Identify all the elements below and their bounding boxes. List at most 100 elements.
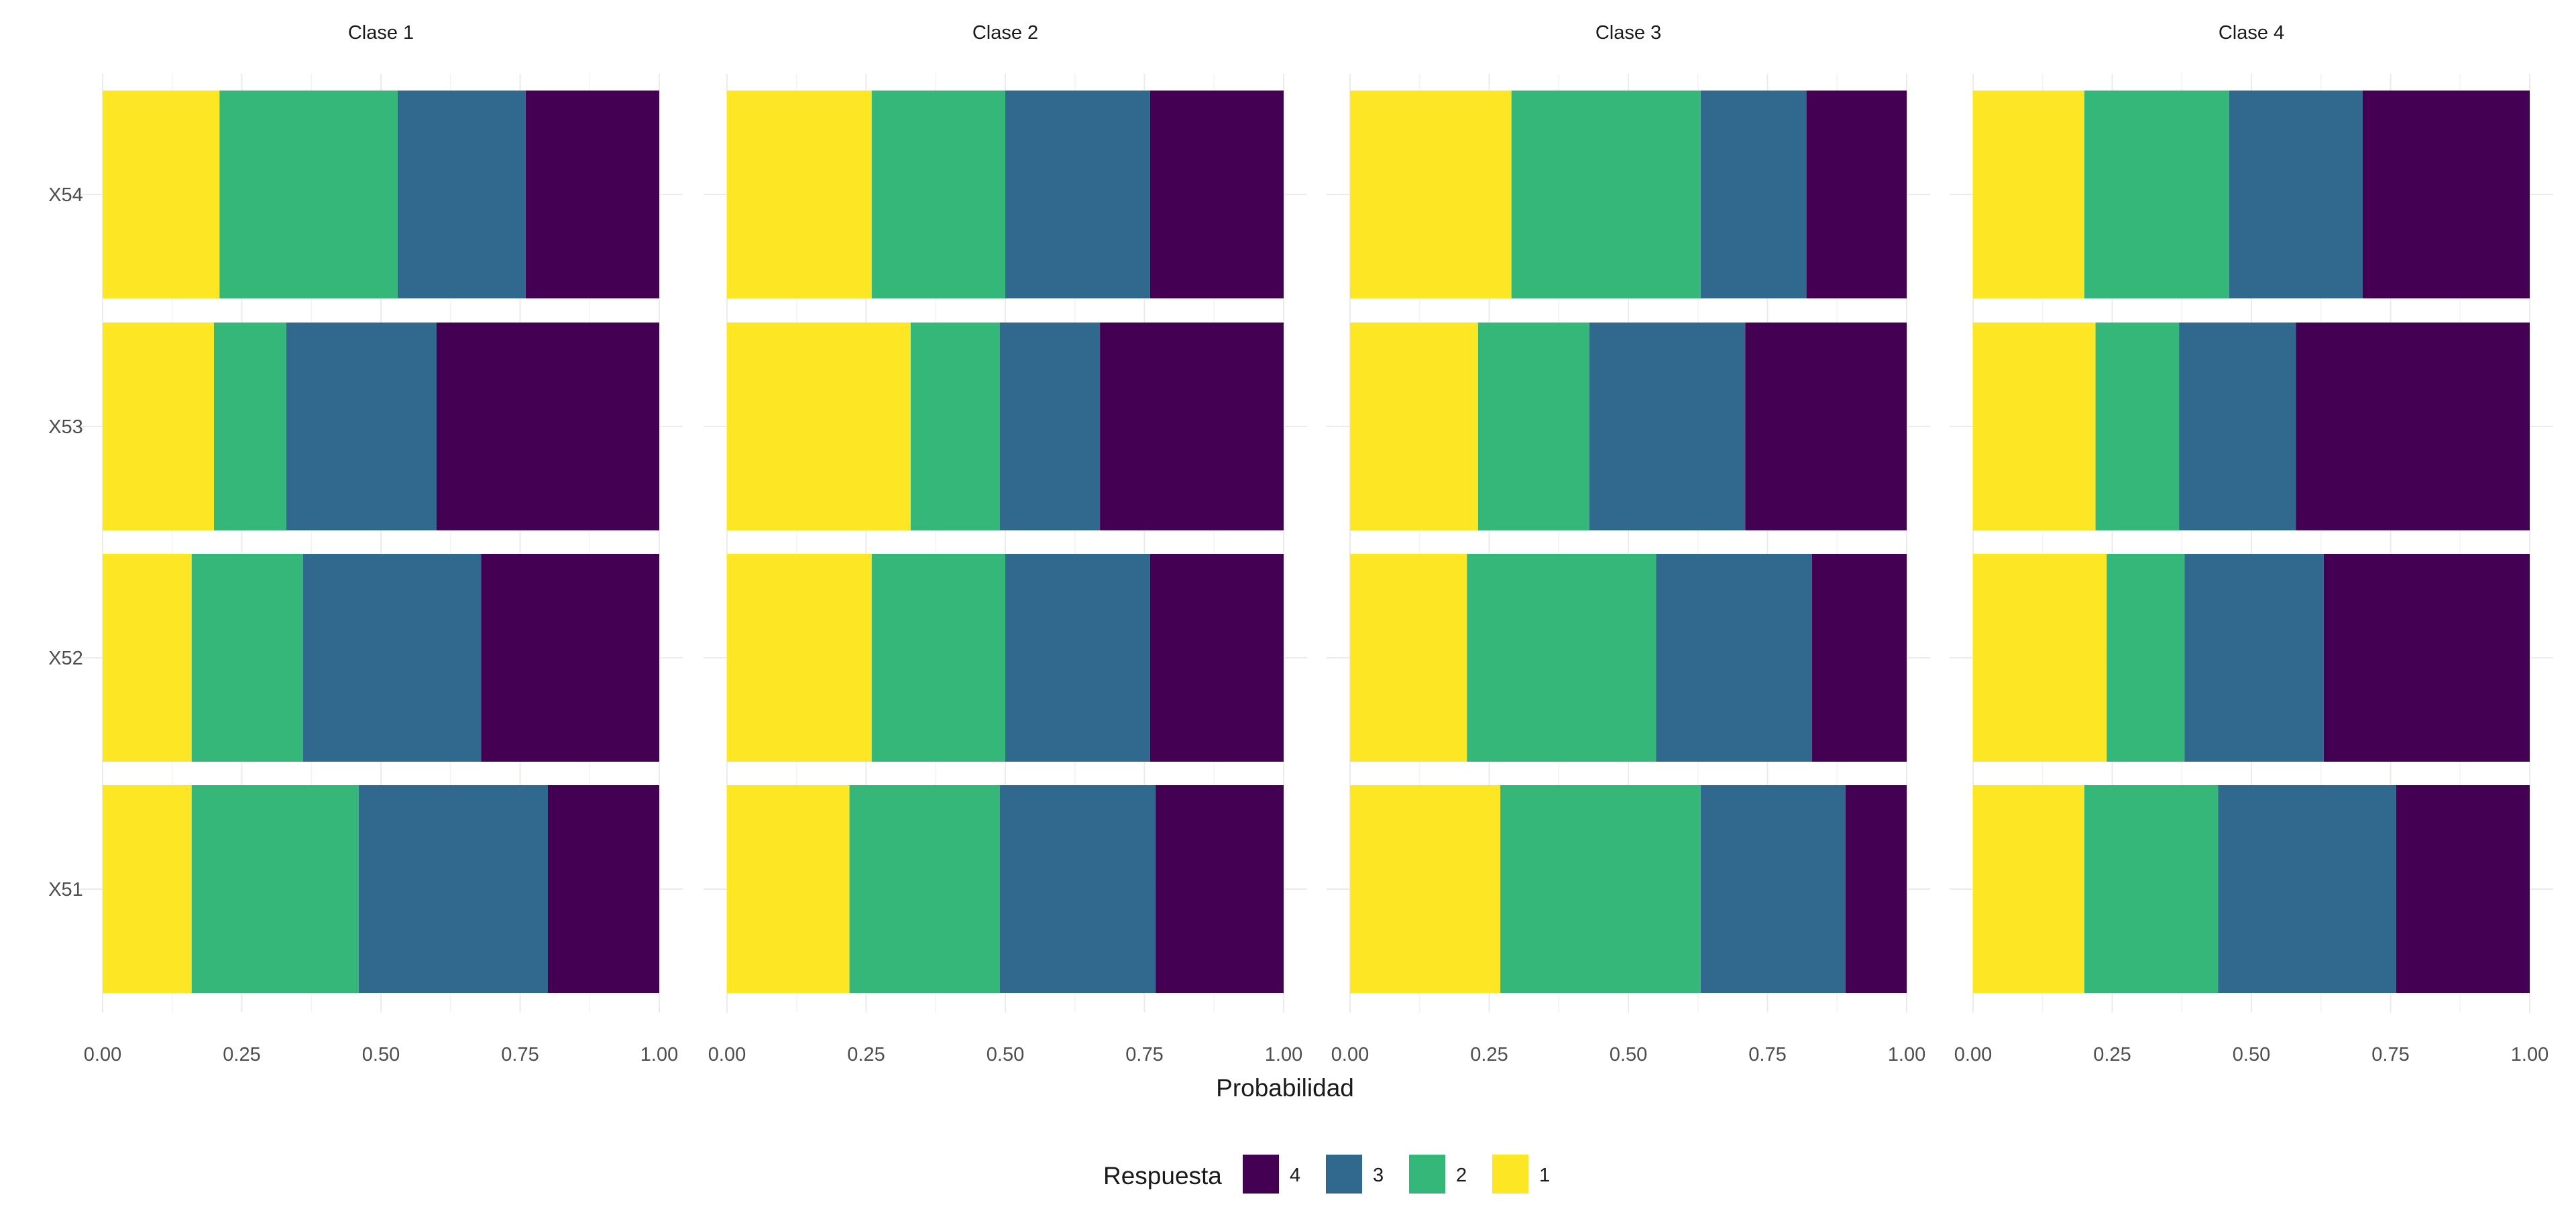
bar-segment-respuesta-2: [1500, 785, 1701, 993]
x-tick-label: 1.00: [2511, 1044, 2549, 1065]
bar-segment-respuesta-4: [2323, 554, 2530, 762]
bar-segment-respuesta-3: [397, 91, 526, 298]
bar-segment-respuesta-3: [1700, 785, 1846, 993]
bar-segment-respuesta-2: [849, 785, 1000, 993]
x-tick-label: 0.50: [362, 1044, 400, 1065]
bar-segment-respuesta-2: [910, 323, 1000, 530]
bar-segment-respuesta-4: [1845, 785, 1907, 993]
legend-title: Respuesta: [1103, 1162, 1222, 1189]
bar-segment-respuesta-4: [481, 554, 659, 762]
bar-segment-respuesta-2: [2084, 785, 2219, 993]
x-tick-label: 0.00: [708, 1044, 746, 1065]
bar-segment-respuesta-2: [1477, 323, 1589, 530]
legend-key-4: [1243, 1155, 1279, 1194]
facet-title: Clase 1: [348, 22, 414, 44]
bar-segment-respuesta-3: [2218, 785, 2396, 993]
bar-segment-respuesta-3: [1005, 554, 1150, 762]
bar-segment-respuesta-1: [103, 785, 192, 993]
x-tick-label: 1.00: [640, 1044, 678, 1065]
bar-segment-respuesta-3: [999, 323, 1101, 530]
bar-segment-respuesta-1: [1973, 785, 2084, 993]
legend-label: 4: [1290, 1165, 1300, 1186]
x-tick-label: 0.25: [2093, 1044, 2131, 1065]
bar-segment-respuesta-2: [191, 785, 359, 993]
legend-key-3: [1326, 1155, 1362, 1194]
bar-segment-respuesta-3: [2184, 554, 2324, 762]
bar-segment-respuesta-1: [1350, 554, 1467, 762]
bar-segment-respuesta-4: [1745, 323, 1907, 530]
bar-segment-respuesta-4: [2396, 785, 2530, 993]
bar-segment-respuesta-4: [1150, 91, 1284, 298]
x-tick-label: 0.25: [223, 1044, 260, 1065]
x-tick-label: 1.00: [1265, 1044, 1302, 1065]
bar-segment-respuesta-4: [1806, 91, 1907, 298]
bar-segment-respuesta-2: [214, 323, 286, 530]
bar-segment-respuesta-4: [437, 323, 659, 530]
bar-segment-respuesta-1: [1350, 785, 1501, 993]
bar-segment-respuesta-4: [1150, 554, 1284, 762]
bars-layer: [103, 91, 2530, 993]
bar-segment-respuesta-1: [727, 785, 850, 993]
legend: Respuesta 4 3 2 1: [1103, 1155, 1550, 1194]
y-tick-label: X52: [48, 648, 83, 669]
labels-layer: Clase 1 0.00 0.25 0.50 0.75 1.00 Clase 2 0.00 0.…: [48, 22, 2549, 1065]
bar-segment-respuesta-3: [2229, 91, 2363, 298]
legend-label: 3: [1373, 1165, 1384, 1186]
bar-segment-respuesta-1: [1973, 91, 2084, 298]
bar-segment-respuesta-1: [727, 323, 911, 530]
bar-segment-respuesta-2: [871, 554, 1005, 762]
bar-segment-respuesta-3: [1700, 91, 1807, 298]
x-tick-label: 0.75: [501, 1044, 539, 1065]
bar-segment-respuesta-3: [358, 785, 548, 993]
y-tick-label: X51: [48, 879, 83, 901]
bar-segment-respuesta-2: [191, 554, 303, 762]
bar-segment-respuesta-4: [548, 785, 659, 993]
bar-segment-respuesta-1: [103, 91, 220, 298]
facet-title: Clase 2: [972, 22, 1038, 44]
bar-segment-respuesta-2: [1511, 91, 1701, 298]
facet-title: Clase 3: [1595, 22, 1661, 44]
legend-label: 1: [1539, 1165, 1550, 1186]
bar-segment-respuesta-1: [1350, 323, 1478, 530]
bar-segment-respuesta-1: [727, 554, 872, 762]
x-tick-label: 0.75: [2371, 1044, 2409, 1065]
x-tick-label: 0.00: [1954, 1044, 1992, 1065]
bar-segment-respuesta-2: [2084, 91, 2229, 298]
x-tick-label: 0.25: [847, 1044, 885, 1065]
x-tick-label: 0.75: [1748, 1044, 1786, 1065]
x-tick-label: 0.50: [2233, 1044, 2270, 1065]
legend-items: 4 3 2 1: [1243, 1155, 1550, 1194]
bar-segment-respuesta-4: [2296, 323, 2530, 530]
y-tick-label: X54: [48, 184, 83, 206]
bar-segment-respuesta-4: [1811, 554, 1907, 762]
bar-segment-respuesta-1: [103, 323, 214, 530]
y-tick-label: X53: [48, 416, 83, 438]
bar-segment-respuesta-2: [219, 91, 398, 298]
legend-key-1: [1492, 1155, 1528, 1194]
bar-segment-respuesta-3: [1589, 323, 1746, 530]
bar-segment-respuesta-3: [302, 554, 482, 762]
bar-segment-respuesta-4: [1100, 323, 1284, 530]
bar-segment-respuesta-2: [1467, 554, 1657, 762]
x-tick-label: 1.00: [1888, 1044, 1925, 1065]
legend-label: 2: [1456, 1165, 1467, 1186]
bar-segment-respuesta-3: [999, 785, 1156, 993]
bar-segment-respuesta-3: [2179, 323, 2296, 530]
x-tick-label: 0.75: [1125, 1044, 1163, 1065]
bar-segment-respuesta-2: [871, 91, 1005, 298]
x-tick-label: 0.00: [1331, 1044, 1369, 1065]
bar-segment-respuesta-3: [1005, 91, 1150, 298]
bar-segment-respuesta-1: [103, 554, 192, 762]
x-axis-title: Probabilidad: [1216, 1074, 1354, 1102]
bar-segment-respuesta-1: [1350, 91, 1512, 298]
x-tick-label: 0.50: [987, 1044, 1024, 1065]
bar-segment-respuesta-3: [286, 323, 437, 530]
bar-segment-respuesta-2: [2095, 323, 2180, 530]
x-tick-label: 0.00: [84, 1044, 121, 1065]
bar-segment-respuesta-4: [525, 91, 659, 298]
bar-segment-respuesta-1: [1973, 323, 2096, 530]
bar-segment-respuesta-4: [1156, 785, 1284, 993]
bar-segment-respuesta-1: [727, 91, 872, 298]
legend-key-2: [1409, 1155, 1445, 1194]
